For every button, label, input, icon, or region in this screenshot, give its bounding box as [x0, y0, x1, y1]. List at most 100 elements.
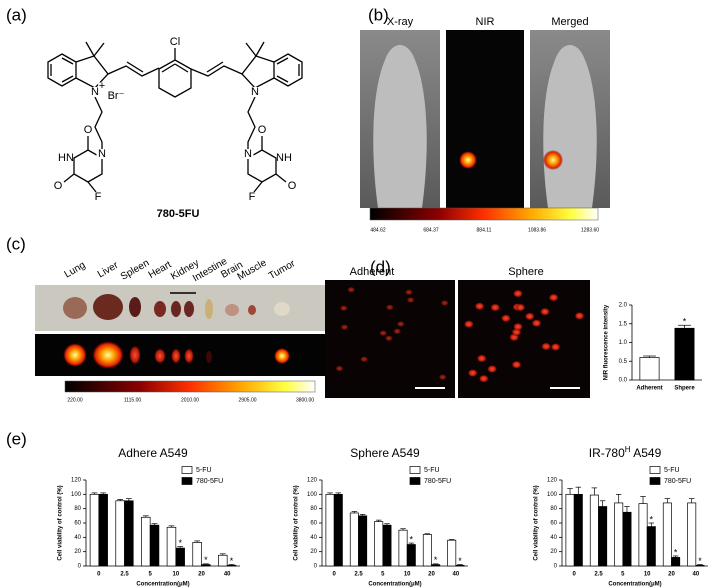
cell-images [325, 280, 590, 398]
significance-mark: * [230, 556, 234, 566]
cell-spot [515, 303, 526, 312]
x-tick-label: 20 [428, 572, 435, 578]
cell-spot [438, 374, 447, 381]
atom-mask [246, 192, 258, 202]
atom-mask [52, 181, 64, 191]
cell-spot [511, 360, 522, 369]
bar [333, 493, 343, 567]
bar [124, 500, 134, 567]
colorbar-tick-label: 220.00 [67, 397, 83, 403]
y-tick-label: 20 [550, 549, 557, 555]
atom-mask [89, 87, 101, 97]
atom-label: NH [276, 152, 292, 164]
cell-spot [396, 321, 405, 328]
bar [589, 494, 599, 567]
legend-label: 5-FU [664, 467, 680, 474]
organ-label: Liver [96, 260, 121, 281]
cell-spot [548, 293, 559, 302]
chart-title-part: Sphere A549 [350, 446, 420, 460]
atom-label: F [249, 191, 256, 203]
chemical-structure [47, 41, 303, 193]
bar [638, 503, 648, 567]
y-tick-label: 0 [554, 564, 558, 570]
legend-swatch [649, 466, 661, 474]
significance-mark: * [434, 555, 438, 565]
x-tick-label: 10 [404, 572, 411, 578]
y-tick-label: 120 [307, 478, 318, 484]
y-axis-label: Cell viability of control (%) [58, 485, 64, 560]
bar [349, 512, 359, 567]
organ-label: Heart [147, 259, 174, 281]
chart-title-part: Adhere A549 [118, 446, 188, 460]
x-tick-label: 20 [198, 572, 205, 578]
cell-spot [487, 364, 498, 373]
x-tick-label: 0 [332, 572, 336, 578]
atom-label: HN [58, 152, 74, 164]
y-tick-label: 100 [71, 492, 82, 498]
bar [166, 526, 177, 567]
y-tick-label: 100 [547, 492, 558, 498]
y-tick-label: 20 [74, 549, 81, 555]
cell-spot [474, 302, 485, 311]
atom-label: O [84, 124, 93, 136]
chart-title: Adhere A549 [118, 446, 188, 460]
atom-label: N [251, 86, 259, 98]
cell-spot [379, 330, 388, 337]
organ-images [35, 285, 325, 393]
atom-label: O [54, 180, 63, 192]
colorbar-tick-label: 484.62 [370, 227, 386, 233]
organ-label: Tumor [267, 258, 298, 282]
atom-mask [249, 87, 261, 97]
bar [573, 493, 583, 567]
bar [406, 544, 416, 567]
cell-spot [539, 307, 550, 316]
panel-label: (e) [6, 429, 27, 448]
bar [374, 521, 384, 567]
x-tick-label: 5 [621, 572, 625, 578]
colorbar-tick-label: 3800.00 [296, 397, 314, 403]
y-tick-label: 0 [78, 564, 82, 570]
atom-mask [92, 192, 104, 202]
y-tick-label: 100 [307, 492, 318, 498]
chart-title-part: IR-780 [589, 446, 625, 460]
compound-name: 780-5FU [157, 208, 200, 220]
y-axis-label: NIR fluorescence intensity [604, 304, 610, 380]
bar [398, 529, 408, 567]
bar [646, 526, 656, 567]
bar [325, 493, 335, 567]
atom-label: Br⁻ [108, 90, 125, 102]
significance-mark: * [683, 317, 687, 327]
bar [98, 493, 108, 567]
x-tick-label: 5 [381, 572, 385, 578]
bar [115, 500, 125, 567]
y-axis-label: Cell viability of control (%) [534, 485, 540, 560]
atom-label: N [91, 86, 99, 98]
legend-swatch [409, 466, 421, 474]
x-tick-label: 5 [148, 572, 152, 578]
y-tick-label: 20 [310, 549, 317, 555]
bar [687, 502, 697, 567]
cell-spot [463, 320, 474, 329]
x-tick-label: 0 [572, 572, 576, 578]
x-tick-label: Shpere [674, 386, 695, 392]
bar [622, 511, 632, 567]
bar [565, 493, 575, 567]
x-axis-label: Concentration(μM) [368, 582, 421, 588]
cell-spot [490, 303, 501, 312]
significance-mark: * [650, 514, 654, 524]
legend-label: 5-FU [196, 467, 212, 474]
y-tick-label: 2.0 [619, 303, 628, 309]
organ-label: Muscle [236, 257, 269, 283]
cell-spot [476, 354, 487, 363]
colorbar-tick-label: 2010.00 [181, 397, 199, 403]
image-column-label: X-ray [387, 16, 414, 28]
x-tick-label: 40 [452, 572, 459, 578]
y-tick-label: 0.0 [619, 378, 628, 384]
x-tick-label: 40 [224, 572, 231, 578]
cell-spot [384, 335, 393, 342]
y-tick-label: 40 [550, 535, 557, 541]
legend-label: 5-FU [424, 467, 440, 474]
bar [192, 541, 202, 567]
image-column-label: NIR [476, 16, 495, 28]
y-tick-label: 120 [71, 478, 82, 484]
